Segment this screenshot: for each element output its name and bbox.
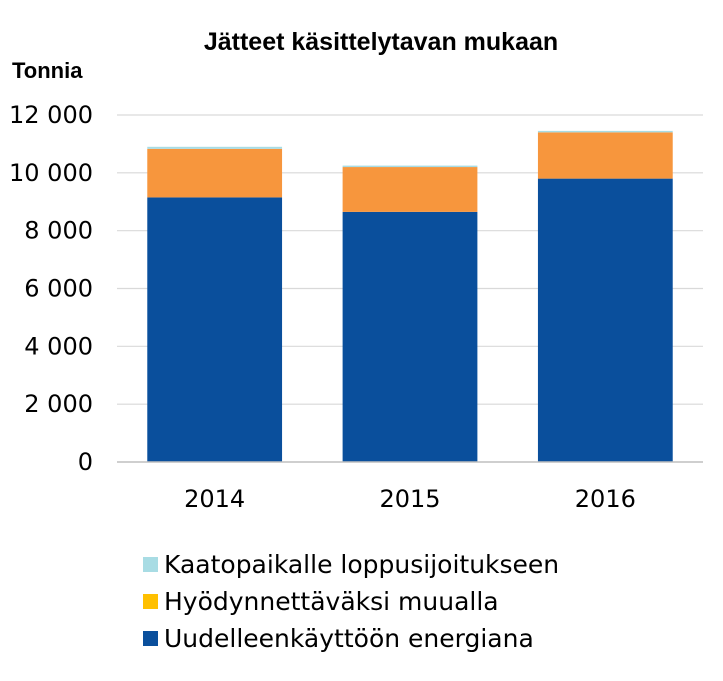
legend-swatch-energy-reuse	[143, 631, 158, 646]
x-tick-label: 2014	[184, 485, 245, 513]
legend: Kaatopaikalle loppusijoitukseen Hyödynne…	[143, 546, 559, 657]
bar-segment-2016-series-1	[537, 132, 673, 179]
bar-segment-2014-series-0	[147, 197, 283, 462]
bar-segment-2015-series-2	[342, 165, 478, 168]
y-tick-label: 6 000	[24, 275, 93, 303]
y-tick-label: 10 000	[9, 159, 93, 187]
x-axis-ticks: 2014 2015 2016	[184, 485, 636, 513]
bar-segment-2015-series-1	[342, 167, 478, 212]
bar-segment-2014-series-2	[147, 146, 283, 149]
bar-segment-2016-series-2	[537, 130, 673, 133]
bar-segment-2015-series-0	[342, 211, 478, 462]
y-tick-label: 4 000	[24, 332, 93, 360]
y-tick-label: 0	[78, 448, 93, 476]
y-tick-label: 12 000	[9, 101, 93, 129]
y-axis-label: Tonnia	[12, 58, 83, 83]
chart-title: Jätteet käsittelytavan mukaan	[204, 28, 558, 56]
bar-segment-2016-series-0	[537, 178, 673, 462]
legend-item-energy-reuse: Uudelleenkäyttöön energiana	[143, 620, 559, 657]
legend-swatch-recovered-elsewhere	[143, 594, 158, 609]
y-axis-ticks: 0 2 000 4 000 6 000 8 000 10 000 12 000	[9, 101, 93, 476]
bars	[147, 130, 673, 462]
x-tick-label: 2015	[379, 485, 440, 513]
legend-swatch-landfill	[143, 557, 158, 572]
y-tick-label: 8 000	[24, 217, 93, 245]
legend-item-landfill: Kaatopaikalle loppusijoitukseen	[143, 546, 559, 583]
legend-label-landfill: Kaatopaikalle loppusijoitukseen	[164, 550, 560, 579]
legend-label-recovered-elsewhere: Hyödynnettäväksi muualla	[164, 587, 499, 616]
legend-item-recovered-elsewhere: Hyödynnettäväksi muualla	[143, 583, 559, 620]
bar-segment-2014-series-1	[147, 148, 283, 198]
y-tick-label: 2 000	[24, 390, 93, 418]
x-tick-label: 2016	[575, 485, 636, 513]
legend-label-energy-reuse: Uudelleenkäyttöön energiana	[164, 624, 534, 653]
